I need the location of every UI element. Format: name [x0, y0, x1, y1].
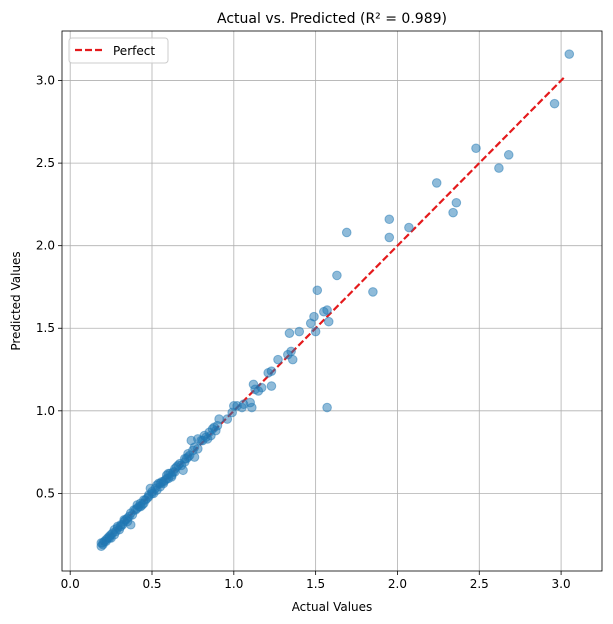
data-point: [448, 207, 458, 218]
data-point: [322, 402, 332, 413]
grid-layer: [62, 31, 602, 571]
x-tick-label: 1.0: [224, 577, 243, 591]
data-point: [186, 435, 197, 446]
data-point: [332, 270, 342, 281]
x-tick-label: 3.0: [552, 577, 571, 591]
x-tick-label: 0.0: [61, 577, 80, 591]
x-tick-label: 0.5: [142, 577, 161, 591]
x-tick-label: 2.0: [388, 577, 407, 591]
legend-perfect-label: Perfect: [113, 44, 155, 58]
y-tick-label: 2.0: [36, 239, 55, 253]
data-point: [193, 443, 203, 454]
y-tick-label: 1.5: [36, 321, 55, 335]
legend: Perfect: [68, 37, 169, 64]
data-point: [266, 381, 277, 391]
legend-box: [68, 37, 169, 64]
data-point: [109, 529, 120, 540]
data-point: [503, 150, 514, 160]
data-point: [341, 227, 352, 238]
data-point: [404, 222, 414, 233]
data-point: [471, 143, 481, 154]
data-point: [384, 214, 395, 225]
plot-frame: [61, 30, 603, 572]
data-point: [294, 326, 305, 337]
data-point: [209, 422, 219, 433]
data-point: [273, 354, 283, 365]
data-point: [122, 516, 133, 527]
data-point: [312, 285, 323, 296]
x-tick-label: 1.5: [306, 577, 325, 591]
data-point: [451, 197, 462, 208]
x-axis-label: Actual Values: [292, 600, 373, 614]
data-point: [319, 306, 329, 317]
data-point: [222, 414, 233, 424]
chart-title: Actual vs. Predicted (R² = 0.989): [217, 11, 447, 27]
data-point: [227, 407, 237, 418]
data-point: [368, 287, 378, 297]
data-point: [263, 368, 273, 378]
data-points-layer: [96, 49, 575, 552]
data-point: [564, 49, 575, 59]
data-point: [305, 318, 316, 329]
data-point: [139, 498, 149, 509]
data-point: [284, 328, 295, 339]
data-point: [431, 178, 442, 188]
data-point: [494, 163, 504, 173]
y-axis-label: Predicted Values: [9, 251, 23, 350]
data-point: [384, 232, 395, 243]
y-tick-label: 1.0: [36, 404, 55, 418]
y-tick-label: 3.0: [36, 74, 55, 88]
data-point: [283, 349, 293, 360]
data-point: [549, 98, 560, 109]
data-point: [125, 508, 136, 519]
x-tick-label: 2.5: [470, 577, 489, 591]
x-tick-layer: 0.0 0.5 1.0 1.5 2.0 2.5 3.0: [61, 571, 571, 591]
data-point: [170, 467, 180, 477]
y-tick-label: 2.5: [36, 156, 55, 170]
data-point: [248, 379, 259, 390]
y-tick-layer: 0.5 1.0 1.5 2.0 2.5 3.0: [36, 74, 62, 500]
data-point: [206, 430, 216, 441]
data-point: [147, 486, 157, 497]
data-point: [323, 316, 334, 327]
data-point: [310, 326, 321, 337]
y-tick-label: 0.5: [36, 486, 55, 500]
